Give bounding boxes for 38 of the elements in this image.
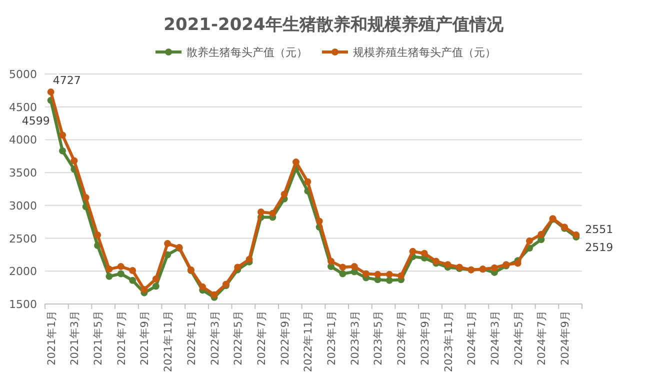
legend-label: 散养生猪每头产值（元）: [186, 46, 308, 59]
y-tick-label: 2500: [9, 232, 37, 246]
legend-label: 规模养殖生猪每头产值（元）: [353, 46, 496, 59]
x-tick-label: 2021年7月: [116, 310, 128, 366]
x-tick-label: 2021年11月: [162, 310, 175, 372]
x-tick-label: 2022年1月: [186, 310, 198, 366]
y-tick-label: 4000: [9, 134, 37, 147]
x-tick-label: 2022年5月: [232, 310, 245, 366]
x-tick-label: 2024年1月: [466, 310, 478, 366]
x-tick-label: 2023年11月: [442, 310, 455, 372]
x-tick-label: 2023年5月: [372, 310, 385, 366]
data-label: 4727: [52, 74, 81, 87]
x-tick-label: 2021年3月: [69, 310, 82, 366]
x-tick-label: 2023年9月: [419, 310, 432, 366]
x-tick-label: 2022年11月: [302, 310, 315, 372]
x-tick-label: 2023年3月: [349, 310, 362, 366]
x-tick-label: 2024年5月: [512, 310, 525, 366]
y-tick-label: 2000: [9, 265, 37, 278]
x-tick-label: 2022年9月: [279, 310, 292, 366]
x-tick-label: 2022年3月: [209, 310, 222, 366]
x-tick-label: 2021年9月: [139, 310, 152, 366]
x-tick-label: 2024年9月: [559, 310, 572, 366]
x-tick-label: 2023年7月: [396, 310, 408, 366]
y-tick-label: 1500: [9, 298, 37, 311]
data-label: 4599: [22, 114, 50, 128]
x-tick-label: 2021年1月: [46, 310, 58, 366]
chart-title: 2021-2024年生猪散养和规模养殖产值情况: [164, 15, 504, 35]
x-tick-label: 2022年7月: [256, 310, 268, 366]
x-tick-label: 2024年3月: [489, 310, 502, 366]
data-label: 2519: [585, 241, 614, 254]
y-tick-label: 4500: [9, 100, 37, 114]
x-tick-label: 2023年1月: [326, 310, 338, 366]
x-tick-label: 2021年5月: [92, 310, 105, 366]
y-tick-label: 5000: [9, 68, 37, 81]
x-tick-label: 2024年7月: [536, 310, 548, 366]
data-label: 2551: [585, 222, 614, 236]
y-tick-label: 3500: [9, 166, 37, 180]
y-tick-label: 3000: [9, 199, 37, 212]
